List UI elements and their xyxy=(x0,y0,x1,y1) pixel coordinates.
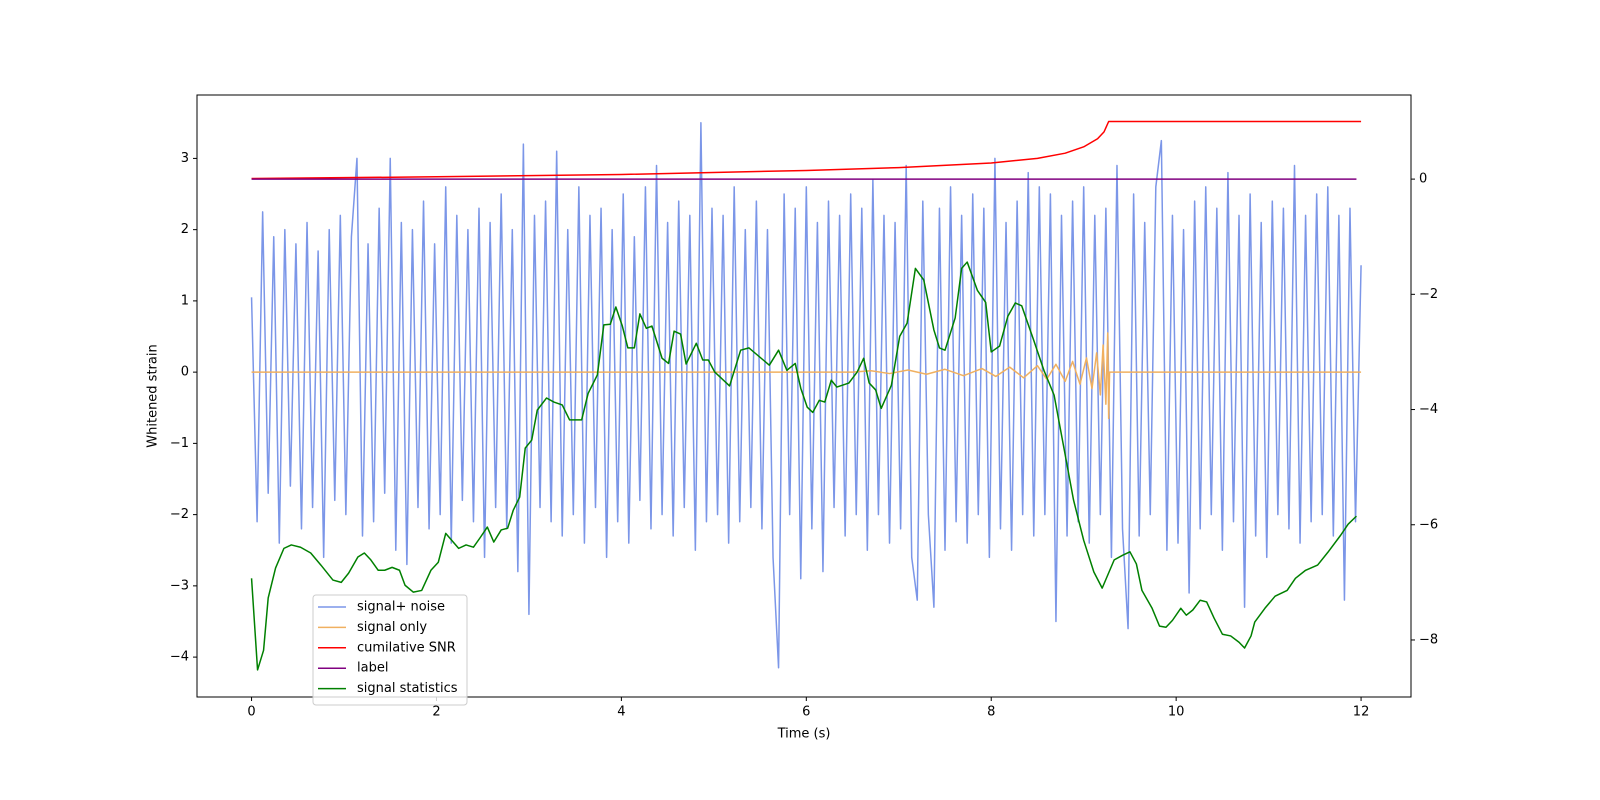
legend-label: label xyxy=(357,661,388,676)
y-axis-label: Whitened strain xyxy=(146,344,161,447)
legend-label: signal+ noise xyxy=(357,600,445,615)
y2-tick-label: 0 xyxy=(1419,172,1427,187)
y2-tick-label: −2 xyxy=(1419,287,1438,302)
y2-tick-label: −8 xyxy=(1419,632,1438,647)
legend-label: cumilative SNR xyxy=(357,640,456,655)
series-line xyxy=(250,122,1362,669)
series-line xyxy=(250,261,1357,671)
x-tick-label: 8 xyxy=(987,705,995,720)
y2-tick-label: −6 xyxy=(1419,517,1438,532)
y-tick-label: 1 xyxy=(181,293,189,308)
x-axis-label: Time (s) xyxy=(777,727,831,742)
legend-label: signal only xyxy=(357,620,427,635)
y-tick-label: 0 xyxy=(181,365,189,380)
x-tick-label: 12 xyxy=(1353,705,1370,720)
y-tick-label: −3 xyxy=(170,578,189,593)
y-tick-label: 3 xyxy=(181,151,189,166)
y2-tick-label: −4 xyxy=(1419,402,1438,417)
series-line xyxy=(251,120,1362,180)
y-tick-label: −2 xyxy=(170,507,189,522)
x-tick-label: 10 xyxy=(1168,705,1185,720)
x-tick-label: 4 xyxy=(617,705,625,720)
x-tick-label: 6 xyxy=(802,705,810,720)
y-tick-label: −4 xyxy=(170,650,189,665)
y-tick-label: −1 xyxy=(170,436,189,451)
legend-label: signal statistics xyxy=(357,681,458,696)
legend-box xyxy=(312,594,468,706)
x-tick-label: 0 xyxy=(247,705,255,720)
y-tick-label: 2 xyxy=(181,222,189,237)
series-line xyxy=(251,332,1362,420)
x-tick-label: 2 xyxy=(432,705,440,720)
plot-frame xyxy=(196,94,1412,698)
